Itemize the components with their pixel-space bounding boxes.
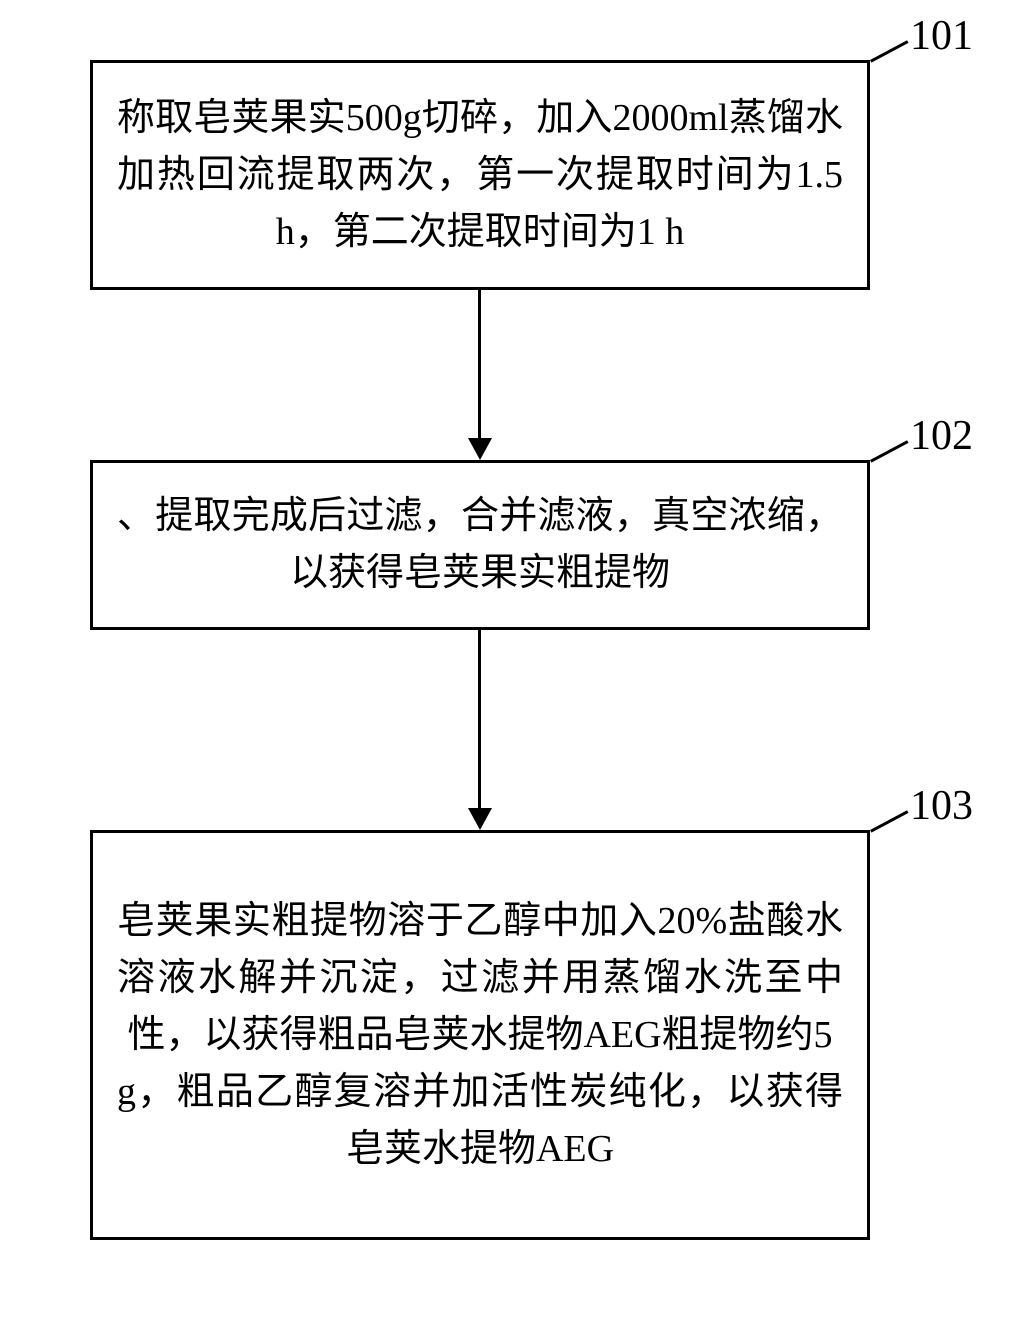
leader-103	[870, 810, 908, 832]
leader-102	[870, 440, 908, 462]
arrow-head-102-103	[468, 808, 492, 830]
flowchart-node-103: 皂荚果实粗提物溶于乙醇中加入20%盐酸水溶液水解并沉淀，过滤并用蒸馏水洗至中性，…	[90, 830, 870, 1240]
node-101-text: 称取皂荚果实500g切碎，加入2000ml蒸馏水加热回流提取两次，第一次提取时间…	[117, 90, 843, 261]
node-103-text: 皂荚果实粗提物溶于乙醇中加入20%盐酸水溶液水解并沉淀，过滤并用蒸馏水洗至中性，…	[117, 893, 843, 1178]
label-103: 103	[910, 782, 973, 830]
leader-101	[870, 40, 908, 62]
flowchart-container: 称取皂荚果实500g切碎，加入2000ml蒸馏水加热回流提取两次，第一次提取时间…	[0, 0, 1021, 1326]
node-102-text: 、提取完成后过滤，合并滤液，真空浓缩，以获得皂荚果实粗提物	[117, 488, 843, 602]
label-101: 101	[910, 12, 973, 60]
arrow-101-102	[478, 290, 481, 438]
flowchart-node-101: 称取皂荚果实500g切碎，加入2000ml蒸馏水加热回流提取两次，第一次提取时间…	[90, 60, 870, 290]
label-102: 102	[910, 412, 973, 460]
arrow-102-103	[478, 630, 481, 808]
flowchart-node-102: 、提取完成后过滤，合并滤液，真空浓缩，以获得皂荚果实粗提物	[90, 460, 870, 630]
arrow-head-101-102	[468, 438, 492, 460]
